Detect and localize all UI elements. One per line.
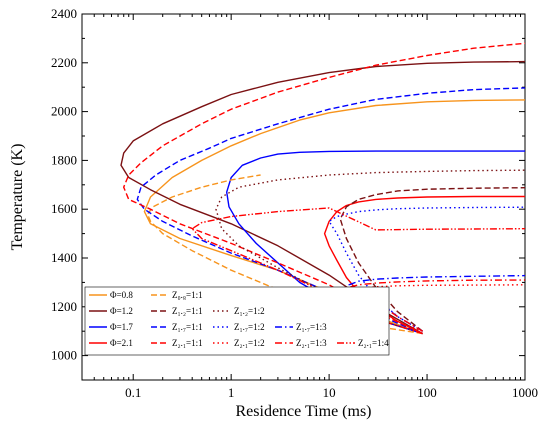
y-tick-label: 1000	[51, 348, 77, 363]
series-line-13	[191, 207, 526, 335]
y-tick-label: 1200	[51, 299, 77, 314]
legend-label: Z₁.₇=1:2	[234, 322, 265, 332]
legend-label: Z₁.₂=1:1	[172, 306, 203, 316]
series-line-4	[146, 174, 423, 335]
legend-label: Z₂.₁=1:3	[296, 338, 327, 348]
legend-label: Z₂.₁=1:2	[234, 338, 265, 348]
legend-label: Z₂.₁=1:1	[172, 338, 203, 348]
legend-label: Φ=2.1	[110, 338, 133, 348]
y-tick-label: 1800	[51, 152, 77, 167]
series-layer	[120, 42, 526, 335]
y-tick-label: 1400	[51, 250, 77, 265]
x-tick-label: 10	[323, 385, 336, 400]
legend-label: Z₁.₇=1:1	[172, 322, 203, 332]
y-tick-label: 2000	[51, 104, 77, 119]
series-line-8	[215, 169, 526, 335]
x-axis-title: Residence Time (ms)	[236, 403, 372, 420]
legend-label: Φ=1.7	[110, 322, 133, 332]
legend-label: Φ=1.2	[110, 306, 133, 316]
y-axis-title: Temperature (K)	[9, 144, 26, 251]
legend: Φ=0.8 Z₀.₈=1:1 Φ=1.2 Z₁.₂=1:1 Z₁.₂=1:2 Φ=1.7 Z…	[84, 286, 390, 356]
y-tick-label: 2400	[51, 6, 77, 21]
legend-label: Z₁.₇=1:3	[296, 322, 327, 332]
x-tick-label: 100	[417, 385, 437, 400]
y-tick-label: 1600	[51, 201, 77, 216]
legend-label: Φ=0.8	[110, 290, 133, 300]
series-line-2	[226, 150, 525, 335]
axis-ticks: 0.1 1 10 100 1000 1000 1200 1400 1600 1800 2000 220…	[51, 6, 538, 400]
x-tick-label: 1000	[512, 385, 538, 400]
y-tick-label: 2200	[51, 55, 77, 70]
legend-label: Z₁.₂=1:2	[234, 306, 265, 316]
x-tick-label: 0.1	[125, 385, 141, 400]
series-line-7	[123, 42, 526, 335]
legend-label: Z₀.₈=1:1	[172, 290, 203, 300]
x-tick-label: 1	[228, 385, 235, 400]
legend-label: Z₂.₁=1:4	[358, 338, 389, 348]
